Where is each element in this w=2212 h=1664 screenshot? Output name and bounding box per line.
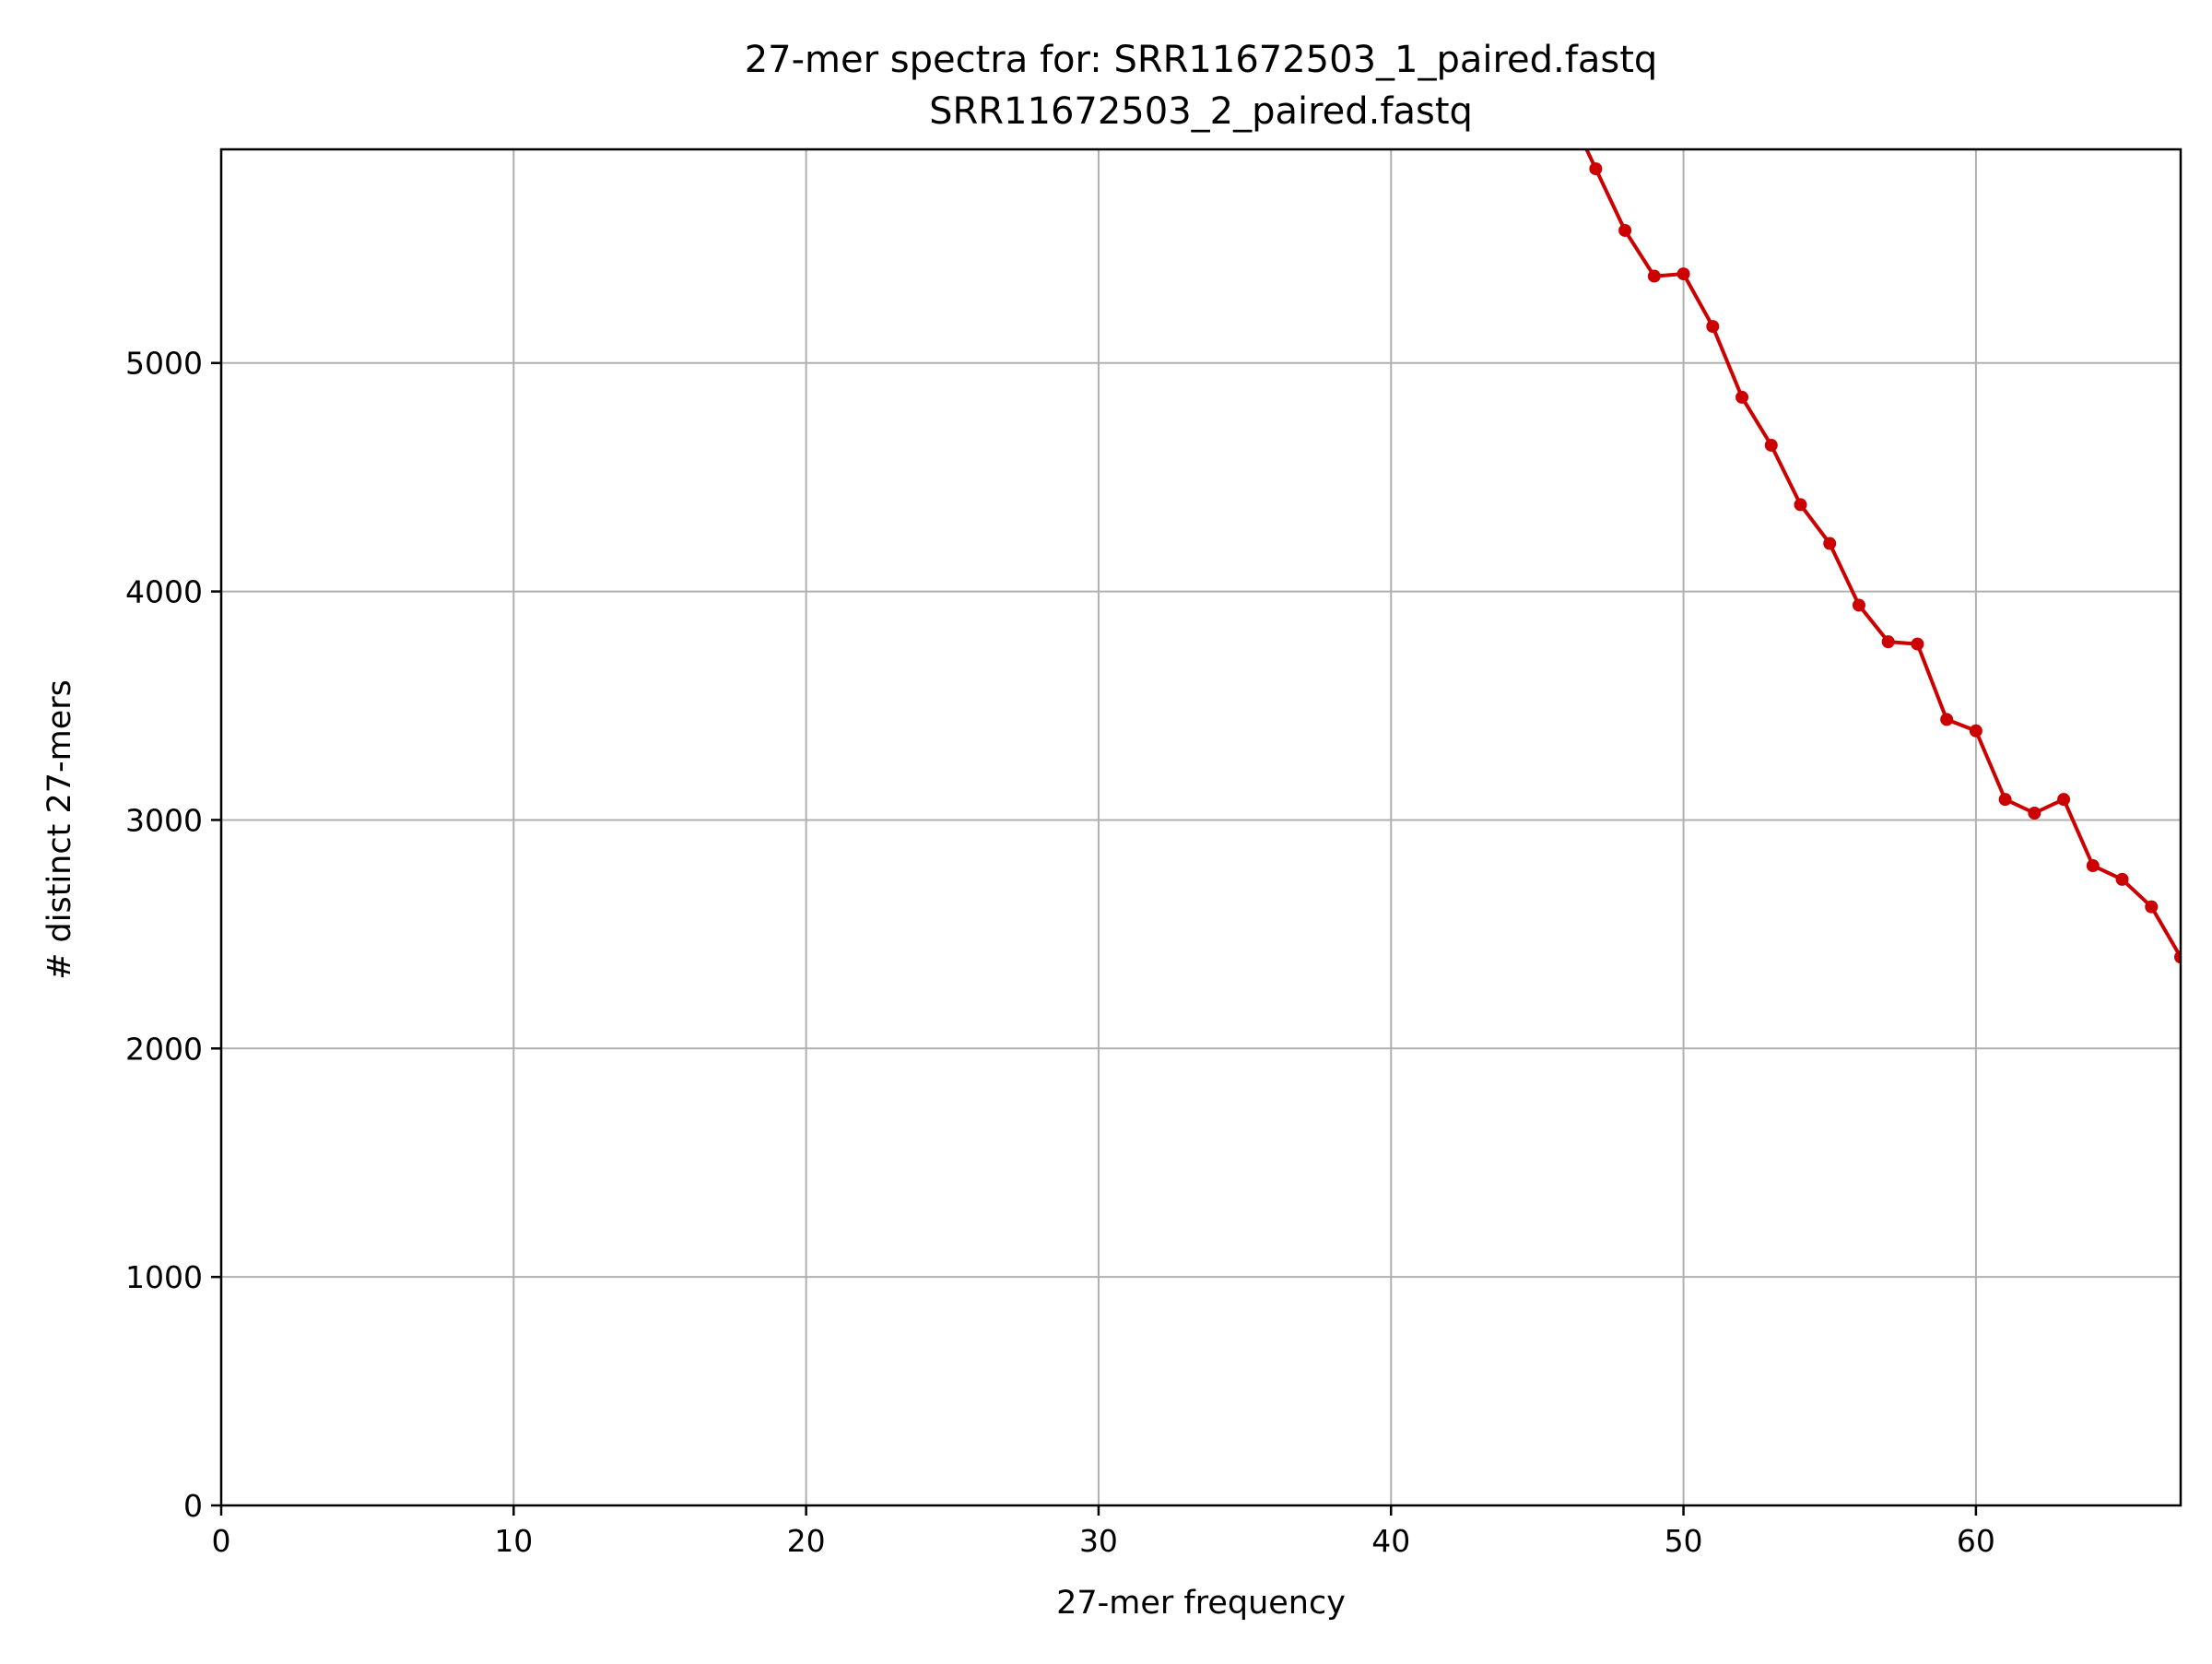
plot-frame [219,148,2183,1507]
y-tick-label: 0 [183,1488,203,1524]
data-point [1852,598,1865,612]
y-tick-label: 3000 [125,802,203,838]
data-point [1764,438,1778,452]
y-axis-label: # distinct 27-mers [41,679,78,980]
data-point [1969,724,1983,738]
x-tick-label: 0 [212,1523,231,1559]
x-tick-label: 30 [1079,1523,1118,1559]
y-tick-label: 1000 [125,1259,203,1295]
data-point [2174,950,2181,964]
data-point [1940,713,1954,726]
x-tick-label: 10 [494,1523,533,1559]
data-point [2057,793,2071,807]
data-point [1618,223,1632,237]
data-point [1794,498,1807,512]
data-point [1881,635,1895,649]
chart-title-line-2: SRR11672503_2_paired.fastq [929,90,1473,133]
axes: 0 10 20 30 40 50 60 0 1000 2000 3000 4000 5000 [125,148,2183,1559]
x-tick-label: 40 [1371,1523,1410,1559]
data-point [1647,269,1661,283]
data-point [1677,267,1690,281]
data-point [2145,900,2159,914]
x-tick-label: 50 [1665,1523,1703,1559]
y-tick-label: 2000 [125,1031,203,1067]
data-point [1911,637,1924,651]
series-line [1584,149,2181,959]
data-point [2028,807,2041,820]
series-group [1584,149,2181,964]
chart-title-line-1: 27-mer spectra for: SRR11672503_1_paired… [745,39,1658,81]
data-point [1735,390,1749,404]
x-axis-label: 27-mer frequency [1056,1585,1346,1622]
y-tick-label: 5000 [125,346,203,382]
data-point [1998,793,2012,807]
data-point [2115,872,2129,886]
x-tick-label: 20 [787,1523,826,1559]
data-point [2086,859,2100,873]
series-layer [1584,149,2181,964]
x-tick-label: 60 [1957,1523,1995,1559]
data-point [1589,162,1603,176]
data-point [1706,320,1720,334]
y-tick-label: 4000 [125,574,203,610]
data-point [1823,537,1837,550]
